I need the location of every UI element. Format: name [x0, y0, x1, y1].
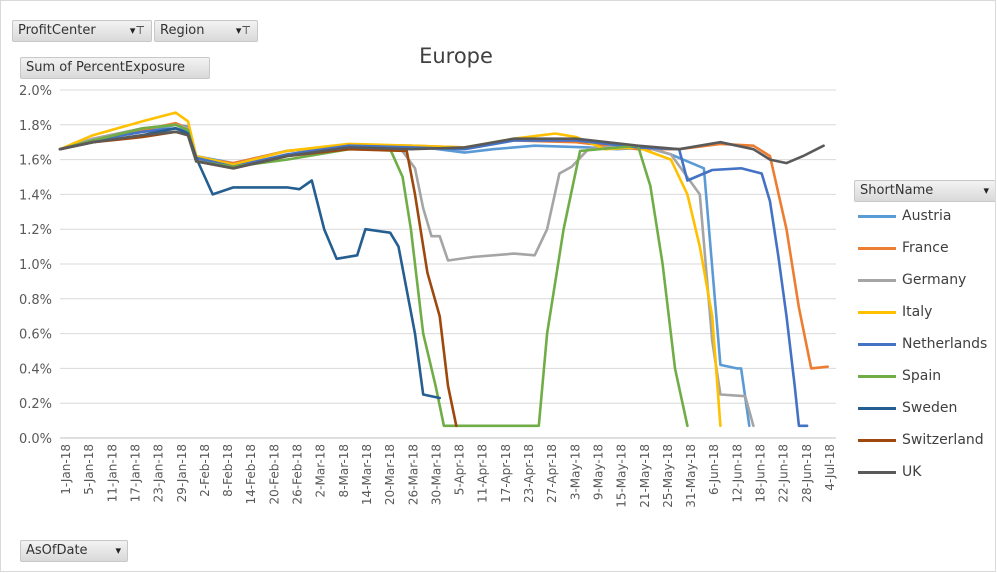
x-tick-label: 4-Jul-18 — [823, 444, 837, 491]
series-line-switzerland — [58, 130, 458, 428]
legend-item-switzerland[interactable]: Switzerland — [856, 430, 996, 450]
x-tick-label: 30-Mar-18 — [429, 444, 443, 505]
profit-center-label: ProfitCenter — [18, 23, 96, 38]
values-field-button[interactable]: Sum of PercentExposure — [20, 57, 210, 79]
legend-swatch — [858, 247, 896, 250]
legend-label: Spain — [902, 368, 942, 384]
profit-center-filter-button[interactable]: ProfitCenter ▾⊤ — [12, 20, 152, 42]
legend-item-austria[interactable]: Austria — [856, 206, 996, 226]
legend-label: Germany — [902, 272, 967, 288]
x-tick-label: 8-Feb-18 — [221, 444, 235, 497]
x-tick-label: 1-Jan-18 — [59, 444, 73, 495]
y-tick-label: 0.2% — [19, 397, 52, 412]
y-tick-label: 0.4% — [19, 362, 52, 377]
legend-label: Switzerland — [902, 432, 984, 448]
legend-swatch — [858, 279, 896, 282]
legend-item-italy[interactable]: Italy — [856, 302, 996, 322]
x-tick-label: 21-May-18 — [638, 444, 652, 508]
dropdown-arrow-icon[interactable]: ▾ — [115, 544, 121, 557]
x-tick-label: 8-Mar-18 — [337, 444, 351, 497]
x-tick-label: 20-Feb-18 — [267, 444, 281, 504]
x-tick-label: 14-Feb-18 — [244, 444, 258, 504]
region-label: Region — [160, 23, 205, 38]
legend-swatch — [858, 311, 896, 314]
legend-swatch — [858, 343, 896, 346]
legend-swatch — [858, 215, 896, 218]
x-tick-label: 3-May-18 — [568, 444, 582, 500]
region-filter-button[interactable]: Region ▾⊤ — [154, 20, 258, 42]
x-tick-label: 5-Apr-18 — [453, 444, 467, 495]
series-line-spain — [58, 123, 689, 428]
x-tick-label: 18-Jun-18 — [754, 444, 768, 503]
x-tick-label: 23-Jan-18 — [152, 444, 166, 502]
x-tick-label: 6-Jun-18 — [707, 444, 721, 495]
x-tick-label: 17-Jan-18 — [128, 444, 142, 502]
filter-dropdown-icon[interactable]: ▾⊤ — [235, 24, 251, 37]
legend-label: Austria — [902, 208, 952, 224]
series-line-sweden — [58, 127, 442, 400]
x-tick-label: 31-May-18 — [684, 444, 698, 508]
legend-item-sweden[interactable]: Sweden — [856, 398, 996, 418]
legend-item-netherlands[interactable]: Netherlands — [856, 334, 996, 354]
legend-swatch — [858, 439, 896, 442]
x-tick-label: 2-Mar-18 — [314, 444, 328, 497]
legend-swatch — [858, 471, 896, 474]
x-tick-label: 5-Jan-18 — [82, 444, 96, 495]
x-tick-label: 11-Jan-18 — [105, 444, 119, 502]
values-field-label: Sum of PercentExposure — [26, 60, 186, 75]
x-tick-label: 23-Apr-18 — [522, 444, 536, 503]
legend-label: Sweden — [902, 400, 958, 416]
legend-label: Netherlands — [902, 336, 988, 352]
x-tick-label: 25-May-18 — [661, 444, 675, 508]
y-tick-label: 1.6% — [19, 154, 52, 169]
x-tick-label: 2-Feb-18 — [198, 444, 212, 497]
legend-item-spain[interactable]: Spain — [856, 366, 996, 386]
x-tick-label: 29-Jan-18 — [175, 444, 189, 502]
legend-item-germany[interactable]: Germany — [856, 270, 996, 290]
x-tick-label: 28-Jun-18 — [800, 444, 814, 503]
legend-swatch — [858, 375, 896, 378]
x-tick-label: 26-Feb-18 — [291, 444, 305, 504]
dropdown-arrow-icon[interactable]: ▾ — [983, 184, 989, 197]
y-tick-label: 1.4% — [19, 188, 52, 203]
legend-label: France — [902, 240, 949, 256]
y-tick-label: 2.0% — [19, 84, 52, 99]
series-line-germany — [58, 123, 755, 428]
x-tick-label: 27-Apr-18 — [545, 444, 559, 503]
x-tick-label: 12-Jun-18 — [730, 444, 744, 503]
x-tick-label: 14-Mar-18 — [360, 444, 374, 505]
y-tick-label: 1.2% — [19, 223, 52, 238]
x-tick-label: 17-Apr-18 — [499, 444, 513, 503]
y-tick-label: 1.8% — [19, 119, 52, 134]
series-line-uk — [58, 130, 825, 170]
y-tick-label: 0.6% — [19, 328, 52, 343]
x-tick-label: 9-May-18 — [591, 444, 605, 500]
y-tick-label: 0.8% — [19, 293, 52, 308]
x-tick-label: 11-Apr-18 — [476, 444, 490, 503]
y-tick-label: 0.0% — [19, 432, 52, 447]
legend-label: Italy — [902, 304, 933, 320]
series-field-button[interactable]: ShortName ▾ — [854, 180, 996, 202]
x-tick-label: 15-May-18 — [615, 444, 629, 508]
series-field-label: ShortName — [860, 183, 934, 198]
filter-dropdown-icon[interactable]: ▾⊤ — [129, 24, 145, 37]
x-tick-label: 22-Jun-18 — [777, 444, 791, 503]
axis-field-label: AsOfDate — [26, 543, 88, 558]
legend-swatch — [858, 407, 896, 410]
y-tick-label: 1.0% — [19, 258, 52, 273]
legend-item-france[interactable]: France — [856, 238, 996, 258]
legend-label: UK — [902, 464, 922, 480]
x-tick-label: 26-Mar-18 — [406, 444, 420, 505]
legend-item-uk[interactable]: UK — [856, 462, 996, 482]
chart-title: Europe — [419, 44, 493, 68]
x-tick-label: 20-Mar-18 — [383, 444, 397, 505]
axis-field-button[interactable]: AsOfDate ▾ — [20, 540, 128, 562]
